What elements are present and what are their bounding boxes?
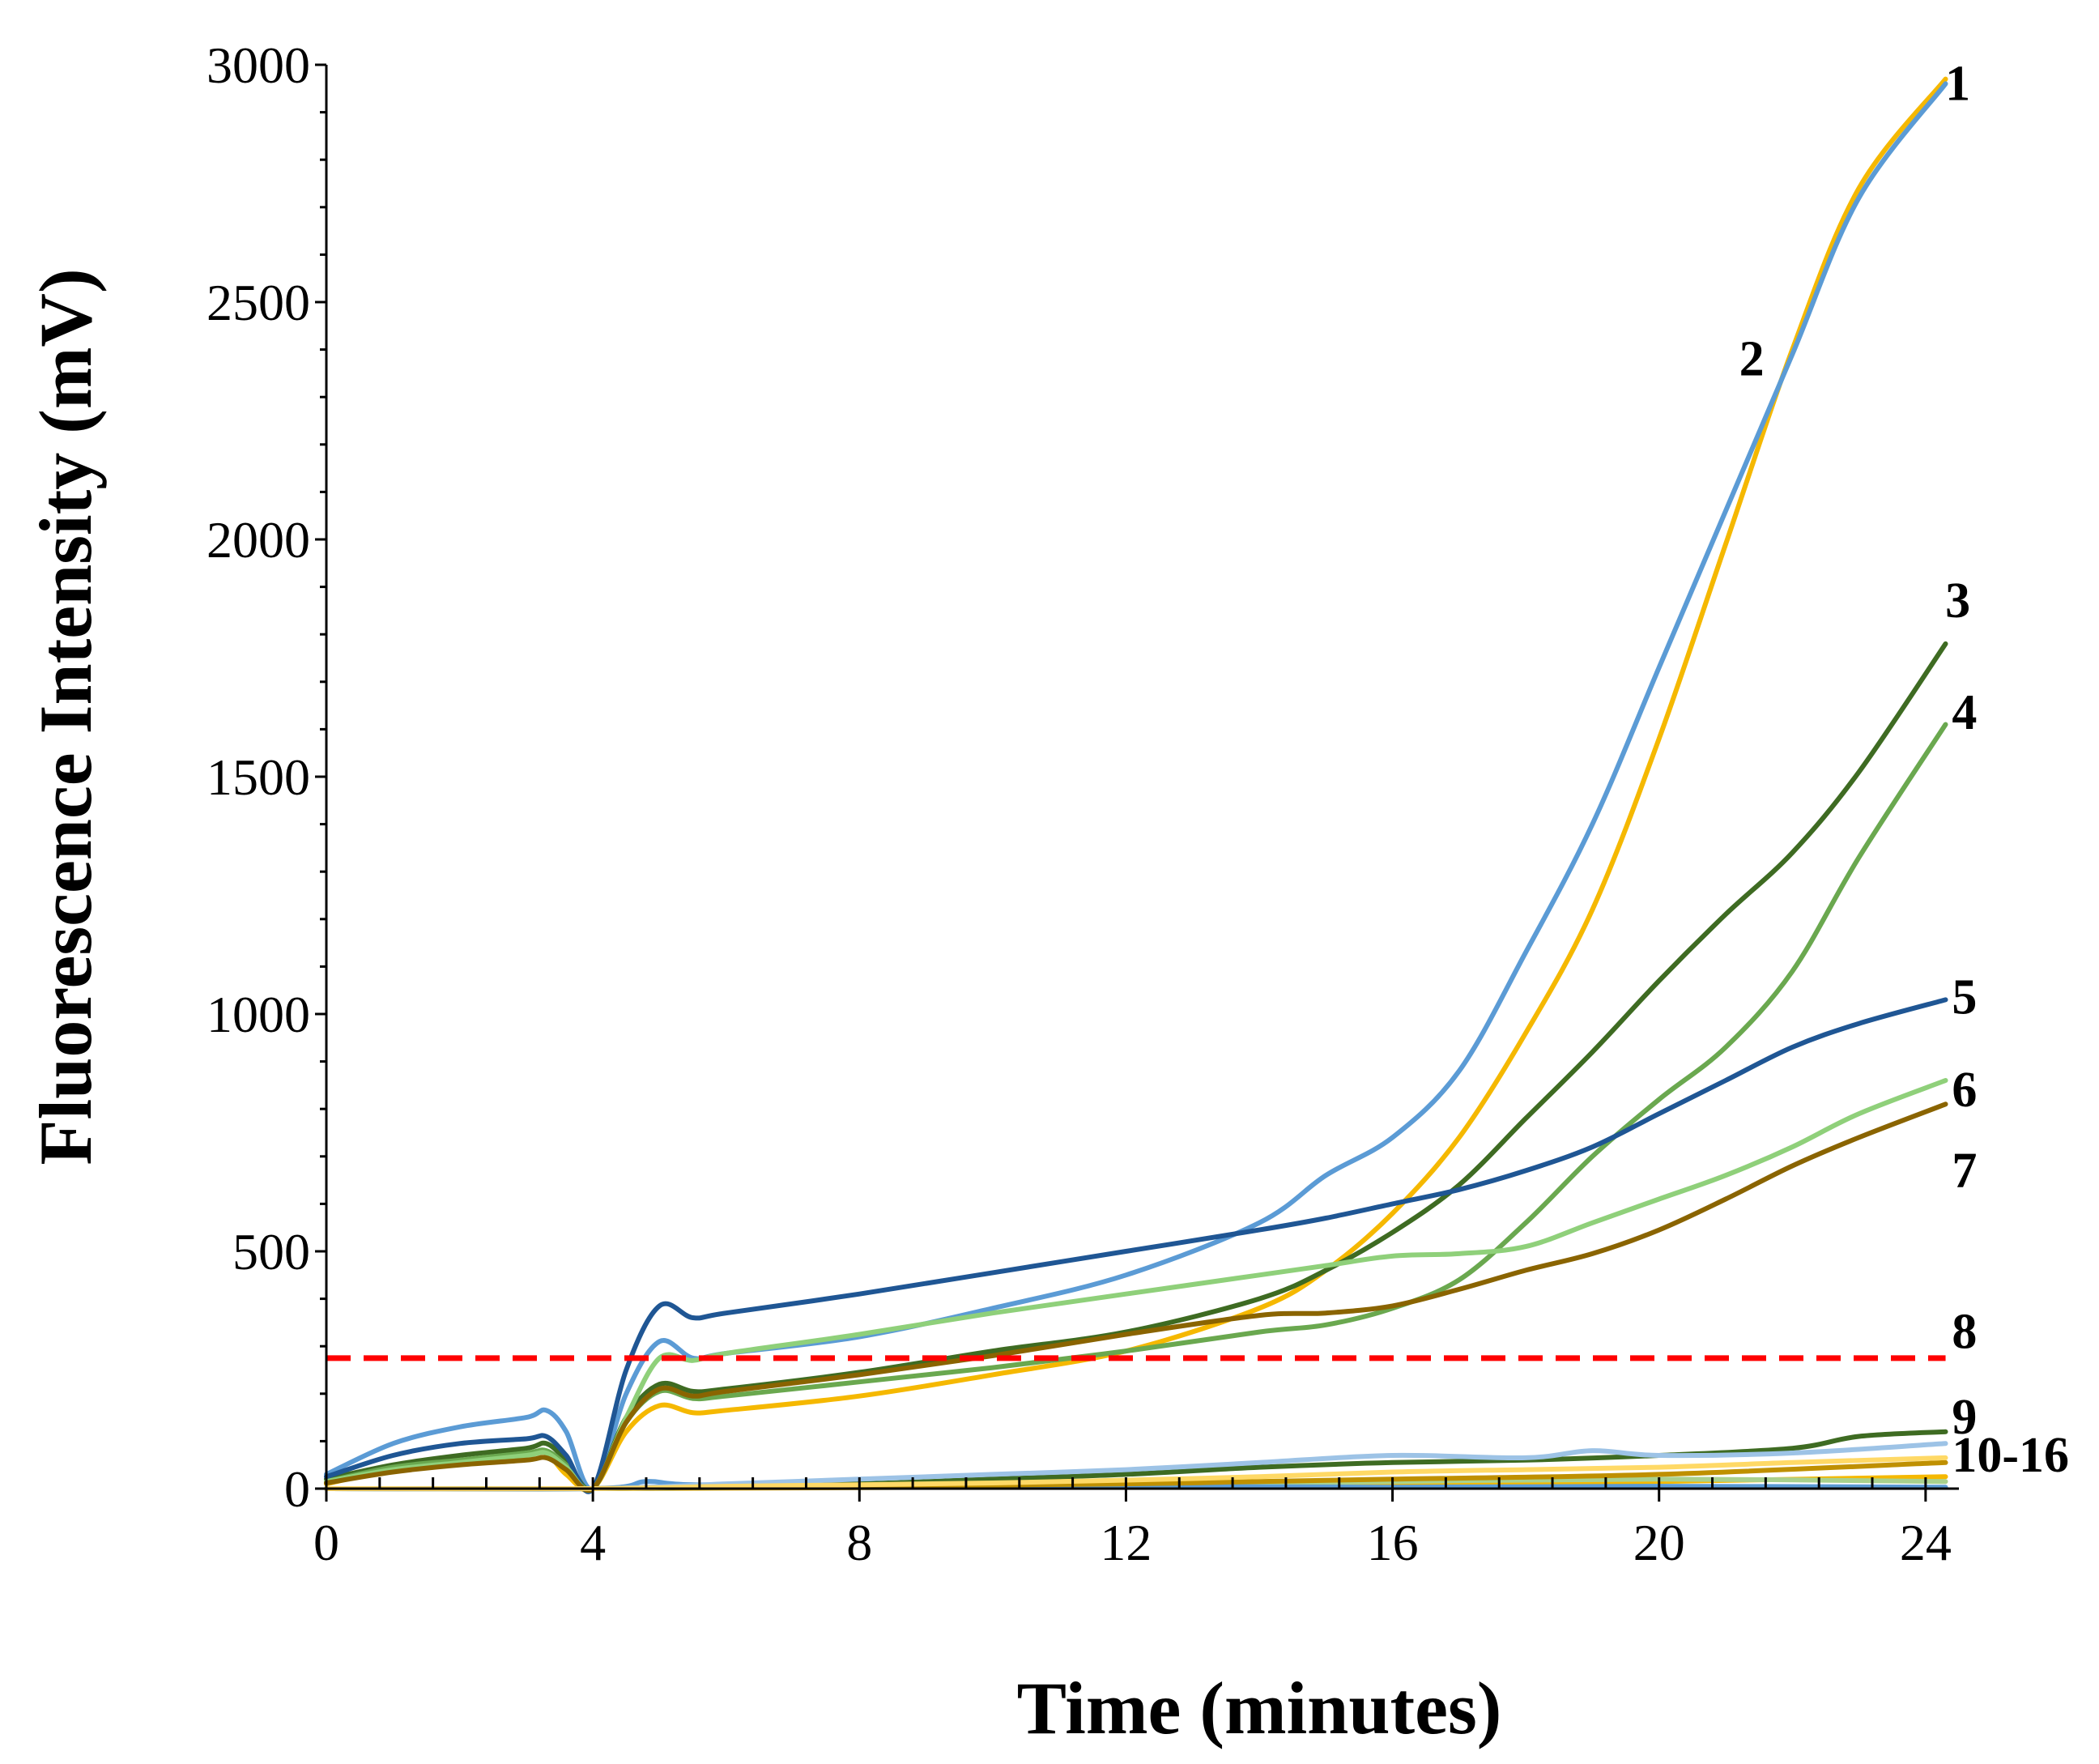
x-tick-label: 20 — [1633, 1514, 1685, 1571]
curve-label-5: 5 — [1952, 969, 1977, 1025]
y-tick-label: 2000 — [206, 511, 310, 569]
axes-layer: 0 500 1000 1500 2000 2500 3000 0 4 8 12 16 20 24 — [206, 36, 1959, 1571]
x-axis-title: Time (minutes) — [1017, 1667, 1502, 1749]
y-tick-label: 3000 — [206, 36, 310, 94]
curves-layer — [324, 76, 1948, 1494]
curve-label-6: 6 — [1952, 1063, 1977, 1118]
curve-label-3: 3 — [1945, 573, 1970, 628]
series-line-2 — [324, 81, 1948, 1492]
series-line-5 — [324, 997, 1948, 1494]
curve-label-4: 4 — [1952, 685, 1977, 740]
y-tick-label: 1500 — [206, 748, 310, 806]
series-line-6 — [324, 1078, 1948, 1493]
x-tick-label: 24 — [1900, 1514, 1952, 1571]
y-tick-label: 2500 — [206, 274, 310, 331]
curve-label-8: 8 — [1952, 1305, 1977, 1360]
series-line-1 — [324, 76, 1948, 1493]
x-tick-label: 4 — [580, 1514, 606, 1571]
curve-label-9: 9 — [1952, 1390, 1977, 1445]
y-axis-title: Fluorescence Intensity (mV) — [24, 268, 107, 1165]
curve-label-2: 2 — [1739, 331, 1765, 386]
x-tick-label: 16 — [1367, 1514, 1419, 1571]
x-tick-label: 8 — [846, 1514, 872, 1571]
y-tick-label: 500 — [232, 1223, 310, 1280]
x-tick-label: 12 — [1100, 1514, 1152, 1571]
curve-labels-layer: 1 2 3 4 5 6 7 8 910-16 — [1739, 56, 2069, 1483]
series-line-7 — [324, 1101, 1948, 1493]
series-line-4 — [324, 722, 1948, 1493]
curve-label-10-16: 10-16 — [1952, 1428, 2069, 1483]
x-tick-label: 0 — [313, 1514, 339, 1571]
curve-label-1: 1 — [1945, 56, 1970, 111]
y-tick-label: 0 — [284, 1460, 310, 1518]
y-tick-label: 1000 — [206, 986, 310, 1043]
curve-label-7: 7 — [1952, 1143, 1977, 1198]
